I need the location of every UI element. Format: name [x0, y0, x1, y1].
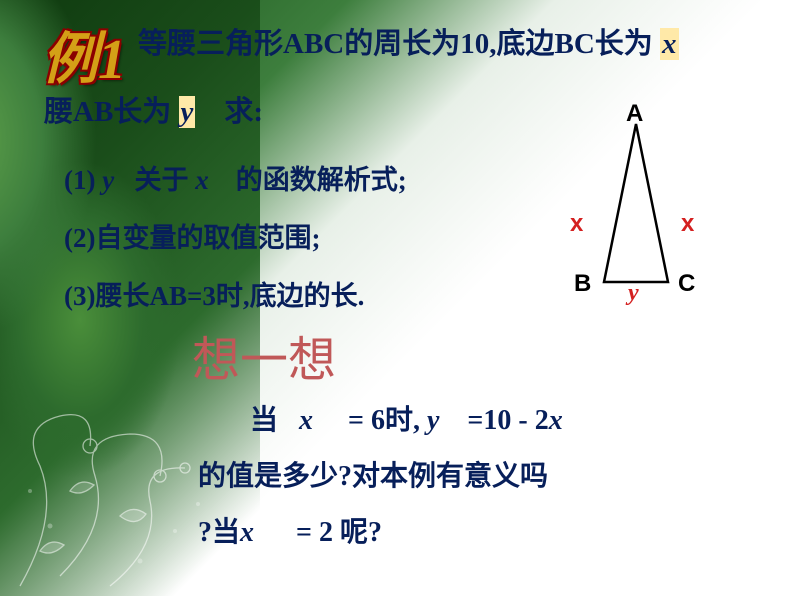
text: ?当	[198, 517, 240, 548]
text: 腰AB长为	[44, 96, 171, 128]
question-2: (2)自变量的取值范围;	[64, 216, 320, 255]
q1-prefix: (1)	[64, 165, 95, 195]
variable-x: x	[660, 28, 679, 60]
text	[203, 96, 218, 128]
vertex-C-label: C	[678, 270, 695, 298]
right-side-label: x	[681, 210, 694, 238]
triangle-svg	[526, 112, 746, 302]
followup-line3: ?当x = 2 呢?	[198, 510, 382, 550]
question-1: (1) y 关于 x 的函数解析式;	[64, 158, 407, 197]
followup-line1: 当 x = 6时, y =10 - 2x	[250, 398, 563, 438]
problem-statement-line1: 等腰三角形ABC的周长为10,底边BC长为 x	[138, 20, 679, 62]
triangle-diagram: A B C x x y	[526, 112, 746, 322]
text: 的函数解析式;	[236, 165, 407, 195]
variable-x: x	[299, 405, 313, 436]
base-label: y	[628, 280, 639, 307]
example-number-label: 例1	[42, 14, 126, 95]
left-side-label: x	[570, 210, 583, 238]
text	[320, 405, 341, 436]
think-about-it-label: 想一想	[192, 320, 336, 390]
text	[446, 405, 460, 436]
variable-x: x	[240, 517, 254, 548]
text	[121, 165, 128, 195]
followup-line2: 的值是多少?对本例有意义吗	[198, 454, 548, 494]
problem-statement-line2: 腰AB长为 y 求:	[44, 88, 263, 130]
variable-y: y	[179, 96, 196, 128]
variable-y: y	[102, 165, 114, 195]
text: 当	[250, 405, 278, 436]
variable-x: x	[549, 405, 563, 436]
question-3: (3)腰长AB=3时,底边的长.	[64, 274, 364, 313]
text: 等腰三角形ABC的周长为10,底边BC长为	[138, 28, 653, 60]
text	[261, 517, 289, 548]
variable-x: x	[195, 165, 209, 195]
variable-y: y	[427, 405, 439, 436]
text: 关于	[134, 165, 188, 195]
text	[285, 405, 292, 436]
text: = 2 呢?	[296, 517, 382, 548]
text	[215, 165, 229, 195]
vertex-B-label: B	[574, 270, 591, 298]
text: 求:	[224, 96, 263, 128]
text: = 6时,	[348, 405, 420, 436]
vertex-A-label: A	[626, 100, 643, 128]
text: =10 - 2	[467, 405, 548, 436]
